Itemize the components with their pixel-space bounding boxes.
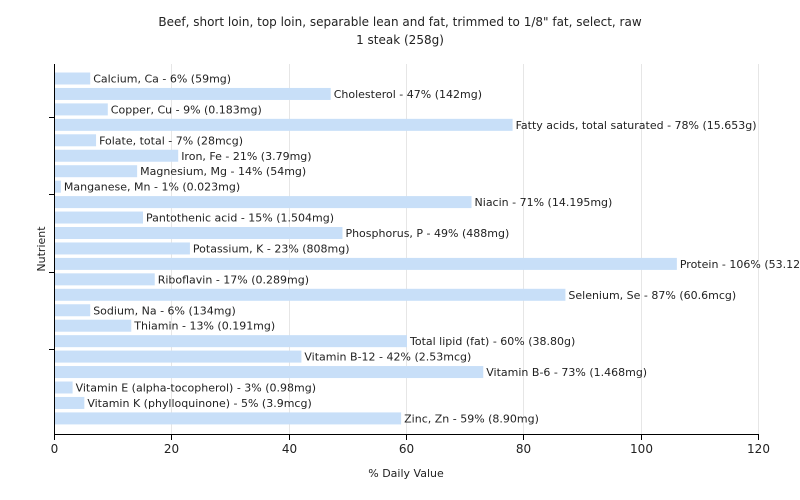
bar-label: Selenium, Se - 87% (60.6mcg) <box>568 289 736 302</box>
x-tick-label: 20 <box>164 442 179 456</box>
bar-label: Iron, Fe - 21% (3.79mg) <box>181 150 311 163</box>
x-tick-label: 100 <box>630 442 653 456</box>
bar <box>55 366 484 379</box>
bar <box>55 319 132 332</box>
x-tick-label: 80 <box>516 442 531 456</box>
bar-label: Zinc, Zn - 59% (8.90mg) <box>404 412 539 425</box>
bar <box>55 72 91 85</box>
axes: 0 20 40 60 80 100 120 <box>49 64 770 456</box>
bar-label: Vitamin K (phylloquinone) - 5% (3.9mcg) <box>87 397 311 410</box>
bar <box>55 227 343 239</box>
bar <box>55 242 190 255</box>
bar-label: Phosphorus, P - 49% (488mg) <box>345 227 509 240</box>
chart-title: Beef, short loin, top loin, separable le… <box>158 15 641 29</box>
bar <box>55 134 97 147</box>
bar-label: Magnesium, Mg - 14% (54mg) <box>140 165 306 178</box>
bar-label: Niacin - 71% (14.195mg) <box>475 196 613 209</box>
bar-label: Calcium, Ca - 6% (59mg) <box>93 73 231 86</box>
bar-label: Potassium, K - 23% (808mg) <box>193 242 350 255</box>
bar-label: Total lipid (fat) - 60% (38.80g) <box>409 335 575 348</box>
bar-label: Vitamin B-6 - 73% (1.468mg) <box>486 366 647 379</box>
bar <box>55 350 302 363</box>
bar-label: Copper, Cu - 9% (0.183mg) <box>111 103 262 116</box>
x-tick-label: 60 <box>399 442 414 456</box>
bar <box>55 165 138 178</box>
bar <box>55 288 566 301</box>
bar <box>55 211 143 224</box>
bar-label: Thiamin - 13% (0.191mg) <box>133 320 275 333</box>
bar-label: Protein - 106% (53.12g) <box>680 258 800 271</box>
bar-label: Vitamin B-12 - 42% (2.53mcg) <box>304 351 471 364</box>
bar-label: Manganese, Mn - 1% (0.023mg) <box>64 181 240 194</box>
bar <box>55 381 73 394</box>
bar-label: Fatty acids, total saturated - 78% (15.6… <box>516 119 757 132</box>
bar <box>55 118 513 131</box>
bar <box>55 257 677 270</box>
x-axis-title: % Daily Value <box>368 467 444 480</box>
bar-label: Sodium, Na - 6% (134mg) <box>93 304 236 317</box>
bar <box>55 103 108 116</box>
bar <box>55 396 85 409</box>
x-tick-label: 0 <box>51 442 59 456</box>
chart-subtitle: 1 steak (258g) <box>356 33 444 47</box>
bar <box>55 304 91 317</box>
bar-label: Cholesterol - 47% (142mg) <box>334 88 482 101</box>
x-tick-label: 120 <box>747 442 770 456</box>
bar <box>55 273 155 286</box>
bar <box>55 335 407 348</box>
bar <box>55 412 402 425</box>
bars: Calcium, Ca - 6% (59mg) Cholesterol - 47%… <box>55 72 800 425</box>
x-tick-label: 40 <box>282 442 297 456</box>
bar-label: Pantothenic acid - 15% (1.504mg) <box>146 212 334 225</box>
y-axis-title: Nutrient <box>35 226 48 272</box>
bar-label: Folate, total - 7% (28mcg) <box>99 134 243 147</box>
bar-label: Riboflavin - 17% (0.289mg) <box>158 273 309 286</box>
bar <box>55 87 331 100</box>
bar <box>55 196 472 209</box>
bar <box>55 149 179 162</box>
bar-label: Vitamin E (alpha-tocopherol) - 3% (0.98m… <box>76 382 316 395</box>
bar <box>55 180 61 193</box>
